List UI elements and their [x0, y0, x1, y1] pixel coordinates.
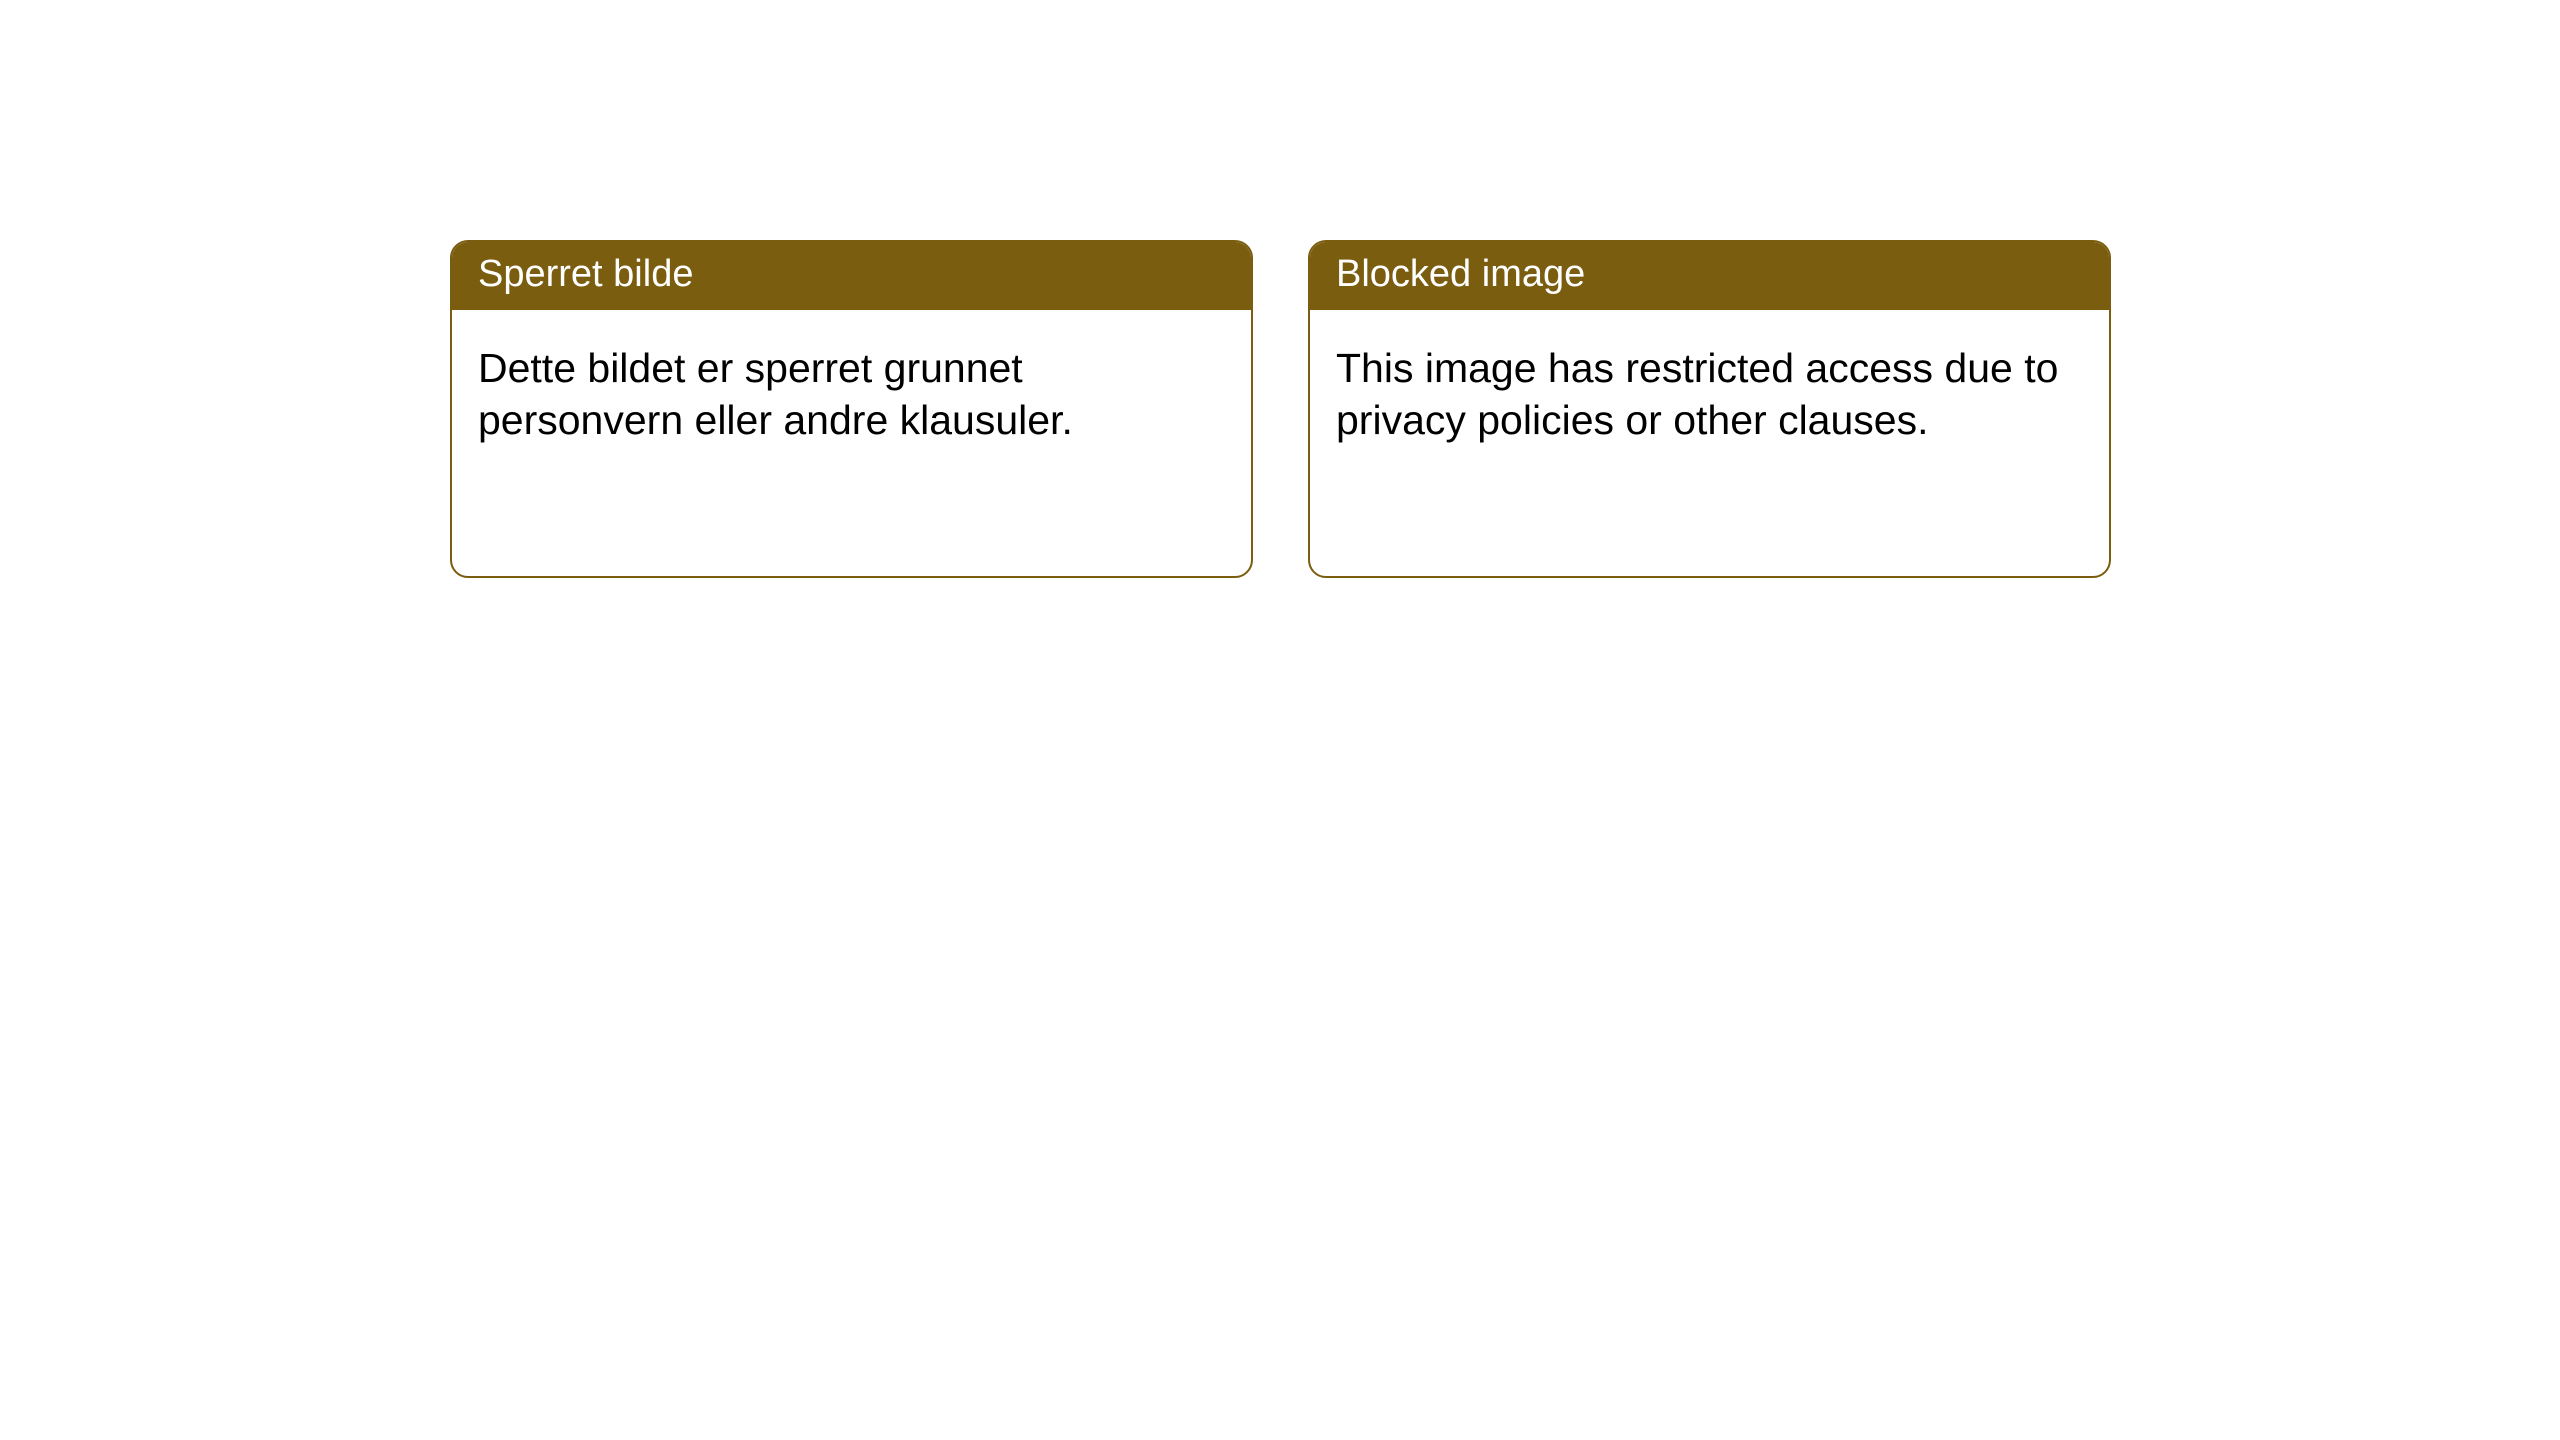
- notice-body-norwegian: Dette bildet er sperret grunnet personve…: [452, 310, 1251, 479]
- notice-header-norwegian: Sperret bilde: [452, 242, 1251, 310]
- notice-body-english: This image has restricted access due to …: [1310, 310, 2109, 479]
- notice-box-english: Blocked image This image has restricted …: [1308, 240, 2111, 578]
- notice-box-norwegian: Sperret bilde Dette bildet er sperret gr…: [450, 240, 1253, 578]
- notice-header-english: Blocked image: [1310, 242, 2109, 310]
- notice-container: Sperret bilde Dette bildet er sperret gr…: [0, 0, 2560, 578]
